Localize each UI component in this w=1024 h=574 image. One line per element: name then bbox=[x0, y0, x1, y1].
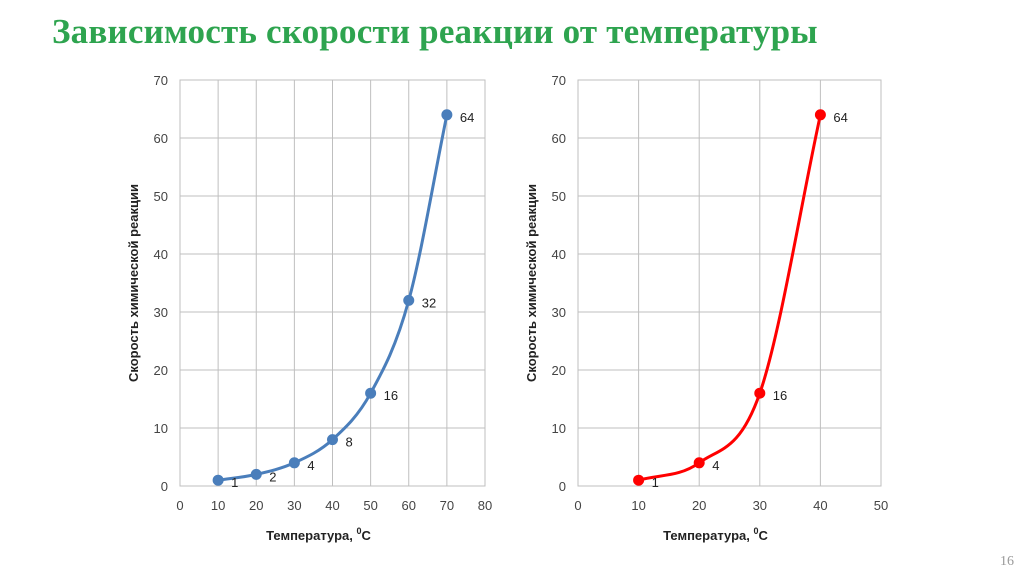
data-label: 16 bbox=[384, 388, 398, 403]
x-axis-title: Температура, 0С bbox=[663, 526, 768, 543]
data-point bbox=[441, 109, 453, 121]
x-axis-title-sup: 0 bbox=[356, 526, 361, 536]
x-axis-title-unit: С bbox=[362, 528, 372, 543]
x-axis-title-unit: С bbox=[759, 528, 769, 543]
y-tick-label: 0 bbox=[161, 479, 168, 494]
x-tick-label: 30 bbox=[287, 498, 301, 513]
y-tick-label: 60 bbox=[552, 131, 566, 146]
y-tick-label: 50 bbox=[154, 189, 168, 204]
x-tick-label: 0 bbox=[176, 498, 183, 513]
y-tick-label: 10 bbox=[552, 421, 566, 436]
x-tick-label: 50 bbox=[874, 498, 888, 513]
x-tick-label: 20 bbox=[692, 498, 706, 513]
x-tick-label: 10 bbox=[631, 498, 645, 513]
y-tick-label: 70 bbox=[154, 73, 168, 88]
y-tick-label: 20 bbox=[552, 363, 566, 378]
plot-area bbox=[179, 79, 486, 487]
data-point bbox=[754, 387, 766, 399]
slide-title: Зависимость скорости реакции от температ… bbox=[52, 12, 818, 51]
y-tick-label: 20 bbox=[154, 363, 168, 378]
x-axis-title-sup: 0 bbox=[753, 526, 758, 536]
y-tick-label: 40 bbox=[552, 247, 566, 262]
data-point bbox=[212, 474, 224, 486]
y-tick-label: 30 bbox=[552, 305, 566, 320]
y-tick-label: 10 bbox=[154, 421, 168, 436]
data-point bbox=[403, 294, 415, 306]
data-point bbox=[633, 474, 645, 486]
y-tick-label: 60 bbox=[154, 131, 168, 146]
y-tick-label: 0 bbox=[559, 479, 566, 494]
data-label: 4 bbox=[712, 458, 719, 473]
data-label: 64 bbox=[833, 110, 847, 125]
data-label: 64 bbox=[460, 110, 474, 125]
data-label: 2 bbox=[269, 469, 276, 484]
x-tick-label: 0 bbox=[574, 498, 581, 513]
data-label: 1 bbox=[652, 475, 659, 490]
grid bbox=[577, 79, 882, 487]
plot-area bbox=[577, 79, 882, 487]
x-tick-label: 30 bbox=[753, 498, 767, 513]
x-tick-label: 60 bbox=[402, 498, 416, 513]
data-point bbox=[288, 457, 300, 469]
x-tick-label: 20 bbox=[249, 498, 263, 513]
x-tick-label: 50 bbox=[363, 498, 377, 513]
x-tick-label: 80 bbox=[478, 498, 492, 513]
series-line bbox=[637, 113, 822, 482]
data-label: 8 bbox=[346, 435, 353, 450]
data-label: 4 bbox=[307, 458, 314, 473]
x-tick-label: 40 bbox=[325, 498, 339, 513]
y-axis-title: Скорость химической реакции bbox=[126, 184, 141, 382]
data-label: 32 bbox=[422, 295, 436, 310]
y-tick-label: 70 bbox=[552, 73, 566, 88]
y-tick-label: 30 bbox=[154, 305, 168, 320]
x-axis-title: Температура, 0С bbox=[266, 526, 371, 543]
x-tick-label: 70 bbox=[440, 498, 454, 513]
data-label: 16 bbox=[773, 388, 787, 403]
x-tick-label: 10 bbox=[211, 498, 225, 513]
data-point bbox=[365, 387, 377, 399]
x-axis-title-main: Температура, bbox=[663, 528, 753, 543]
data-point bbox=[327, 434, 338, 446]
data-point bbox=[814, 109, 826, 121]
page-number: 16 bbox=[1000, 554, 1014, 569]
data-point bbox=[693, 457, 705, 469]
y-axis-title: Скорость химической реакции bbox=[524, 184, 539, 382]
y-tick-label: 40 bbox=[154, 247, 168, 262]
data-point bbox=[250, 468, 262, 480]
data-label: 1 bbox=[231, 475, 238, 490]
x-tick-label: 40 bbox=[813, 498, 827, 513]
y-tick-label: 50 bbox=[552, 189, 566, 204]
x-axis-title-main: Температура, bbox=[266, 528, 356, 543]
